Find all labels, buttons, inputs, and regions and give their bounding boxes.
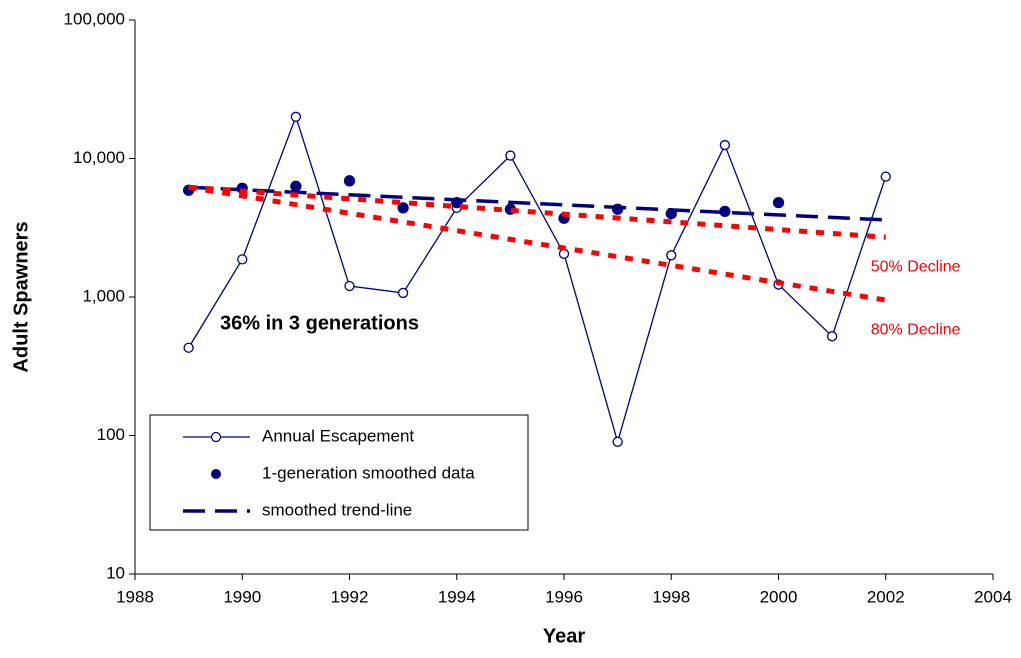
legend-swatch bbox=[210, 431, 222, 443]
series-line bbox=[188, 185, 886, 222]
x-tick-label: 2002 bbox=[867, 587, 905, 606]
open-marker bbox=[290, 111, 302, 122]
line-label: 80% Decline bbox=[871, 321, 961, 338]
x-axis-label: Year bbox=[543, 625, 585, 647]
line-label: 50% Decline bbox=[871, 258, 961, 275]
open-marker bbox=[505, 150, 516, 161]
x-tick-label: 1992 bbox=[331, 587, 369, 606]
x-tick-label: 2000 bbox=[760, 587, 798, 606]
open-marker bbox=[397, 287, 409, 299]
open-marker bbox=[344, 280, 355, 292]
open-marker bbox=[826, 331, 838, 342]
x-tick-label: 1990 bbox=[223, 587, 261, 606]
legend-label: Annual Escapement bbox=[262, 426, 414, 445]
y-tick-label: 100,000 bbox=[64, 9, 125, 28]
y-tick-label: 1,000 bbox=[82, 286, 125, 305]
y-tick-label: 10,000 bbox=[73, 148, 125, 167]
open-marker bbox=[719, 139, 731, 151]
open-marker bbox=[558, 248, 570, 259]
series-line bbox=[188, 114, 887, 445]
x-tick-label: 1994 bbox=[438, 587, 476, 606]
x-tick-label: 1996 bbox=[545, 587, 583, 606]
open-marker bbox=[612, 436, 623, 447]
annotation: 36% in 3 generations bbox=[220, 312, 419, 334]
x-tick-label: 1998 bbox=[652, 587, 690, 606]
dot-marker bbox=[772, 196, 785, 209]
legend-label: 1-generation smoothed data bbox=[262, 463, 475, 482]
open-marker bbox=[183, 342, 194, 353]
y-tick-label: 100 bbox=[97, 425, 125, 444]
open-marker bbox=[237, 254, 248, 265]
dot-marker bbox=[290, 180, 302, 192]
legend-label: smoothed trend-line bbox=[262, 500, 412, 519]
open-marker bbox=[880, 171, 891, 182]
open-marker bbox=[666, 250, 677, 261]
y-axis-label: Adult Spawners bbox=[10, 221, 32, 372]
series-line bbox=[188, 184, 886, 240]
dot-marker bbox=[397, 202, 409, 214]
x-tick-label: 2004 bbox=[974, 587, 1012, 606]
y-tick-label: 10 bbox=[106, 563, 125, 582]
dot-marker bbox=[343, 175, 356, 187]
legend-swatch bbox=[211, 469, 221, 479]
x-tick-label: 1988 bbox=[116, 587, 154, 606]
